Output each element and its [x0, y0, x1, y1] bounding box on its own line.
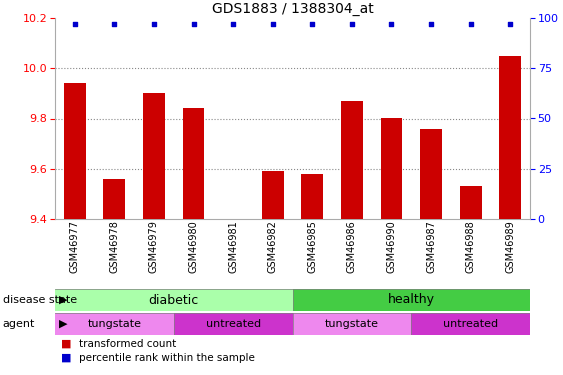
Bar: [143, 93, 165, 219]
Bar: [293, 289, 530, 311]
Text: healthy: healthy: [388, 294, 435, 306]
Point: [308, 21, 317, 27]
Bar: [174, 313, 293, 335]
Text: agent: agent: [3, 319, 35, 329]
Bar: [104, 179, 125, 219]
Bar: [381, 118, 403, 219]
Title: GDS1883 / 1388304_at: GDS1883 / 1388304_at: [212, 2, 373, 16]
Text: tungstate: tungstate: [87, 319, 141, 329]
Bar: [411, 313, 530, 335]
Point: [268, 21, 277, 27]
Point: [229, 21, 238, 27]
Bar: [55, 313, 174, 335]
Text: ▶: ▶: [59, 295, 68, 305]
Point: [110, 21, 119, 27]
Point: [387, 21, 396, 27]
Text: disease state: disease state: [3, 295, 77, 305]
Bar: [55, 289, 293, 311]
Bar: [301, 174, 323, 219]
Text: percentile rank within the sample: percentile rank within the sample: [79, 353, 255, 363]
Bar: [293, 313, 411, 335]
Text: tungstate: tungstate: [325, 319, 379, 329]
Bar: [262, 171, 284, 219]
Point: [70, 21, 79, 27]
Text: untreated: untreated: [443, 319, 498, 329]
Point: [149, 21, 158, 27]
Point: [347, 21, 356, 27]
Bar: [64, 83, 86, 219]
Text: ▶: ▶: [59, 319, 68, 329]
Bar: [420, 129, 442, 219]
Bar: [182, 108, 204, 219]
Bar: [499, 56, 521, 219]
Text: transformed count: transformed count: [79, 339, 176, 349]
Point: [506, 21, 515, 27]
Text: diabetic: diabetic: [149, 294, 199, 306]
Point: [427, 21, 436, 27]
Text: ■: ■: [61, 339, 71, 349]
Text: ■: ■: [61, 353, 71, 363]
Point: [466, 21, 475, 27]
Point: [189, 21, 198, 27]
Text: untreated: untreated: [205, 319, 261, 329]
Bar: [341, 101, 363, 219]
Bar: [460, 186, 481, 219]
